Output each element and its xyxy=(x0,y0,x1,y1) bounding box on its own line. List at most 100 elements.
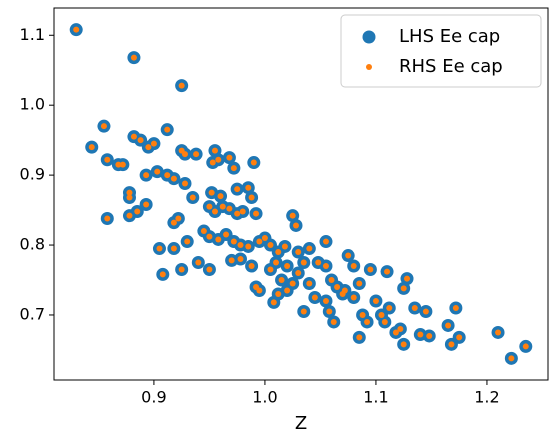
point xyxy=(206,233,213,240)
point xyxy=(184,238,191,245)
point xyxy=(145,144,152,151)
point xyxy=(119,161,126,168)
point xyxy=(189,194,196,201)
point xyxy=(209,159,216,166)
y-tick-label: 0.7 xyxy=(20,304,45,323)
point xyxy=(228,257,235,264)
point xyxy=(143,172,150,179)
point xyxy=(143,201,150,208)
point xyxy=(226,205,233,212)
point xyxy=(217,193,224,200)
point xyxy=(356,334,363,341)
point xyxy=(330,318,337,325)
point xyxy=(315,259,322,266)
legend-label: LHS Ee cap xyxy=(399,26,500,47)
point xyxy=(397,325,404,332)
plot-frame xyxy=(53,7,549,381)
point xyxy=(170,219,177,226)
point xyxy=(256,287,263,294)
point xyxy=(211,208,218,215)
point xyxy=(300,308,307,315)
point xyxy=(104,215,111,222)
point xyxy=(215,156,222,163)
point xyxy=(170,175,177,182)
point xyxy=(256,238,263,245)
y-tick-label: 0.8 xyxy=(20,235,45,254)
point xyxy=(237,242,244,249)
point xyxy=(284,263,291,270)
y-tick-label: 1.0 xyxy=(20,95,45,114)
point xyxy=(130,54,137,61)
point xyxy=(164,172,171,179)
point xyxy=(495,329,502,336)
point xyxy=(400,341,407,348)
point xyxy=(211,147,218,154)
point xyxy=(126,212,133,219)
point xyxy=(281,243,288,250)
point xyxy=(267,242,274,249)
point xyxy=(295,249,302,256)
point xyxy=(293,222,300,229)
point xyxy=(130,133,137,140)
point xyxy=(206,203,213,210)
point xyxy=(311,294,318,301)
point xyxy=(448,341,455,348)
point xyxy=(275,290,282,297)
point xyxy=(328,277,335,284)
point xyxy=(237,256,244,263)
point xyxy=(322,238,329,245)
point xyxy=(345,252,352,259)
point xyxy=(156,245,163,252)
point xyxy=(178,82,185,89)
point xyxy=(250,159,257,166)
y-tick-label: 0.9 xyxy=(20,165,45,184)
point xyxy=(154,168,161,175)
point xyxy=(115,161,122,168)
point xyxy=(411,304,418,311)
point xyxy=(193,151,200,158)
legend-label: RHS Ee cap xyxy=(399,56,503,77)
point xyxy=(289,212,296,219)
point xyxy=(178,266,185,273)
point xyxy=(230,238,237,245)
point xyxy=(422,308,429,315)
point xyxy=(356,280,363,287)
point xyxy=(306,245,313,252)
point xyxy=(284,287,291,294)
point xyxy=(164,126,171,133)
point xyxy=(359,311,366,318)
x-tick-label: 1.2 xyxy=(474,388,499,407)
point xyxy=(248,194,255,201)
point xyxy=(522,343,529,350)
point xyxy=(234,186,241,193)
point xyxy=(175,215,182,222)
point xyxy=(181,180,188,187)
point xyxy=(300,259,307,266)
point xyxy=(195,259,202,266)
point xyxy=(126,189,133,196)
point xyxy=(392,329,399,336)
point xyxy=(215,236,222,243)
point xyxy=(239,208,246,215)
point xyxy=(73,26,80,33)
point xyxy=(223,231,230,238)
point xyxy=(278,277,285,284)
point xyxy=(306,280,313,287)
point xyxy=(426,332,433,339)
point xyxy=(372,297,379,304)
x-tick-label: 0.9 xyxy=(141,388,166,407)
point xyxy=(326,308,333,315)
point xyxy=(508,355,515,362)
point xyxy=(245,184,252,191)
point xyxy=(400,285,407,292)
point xyxy=(261,235,268,242)
point xyxy=(381,318,388,325)
legend-marker xyxy=(366,64,372,70)
point xyxy=(273,259,280,266)
point xyxy=(126,194,133,201)
point xyxy=(159,271,166,278)
point xyxy=(137,137,144,144)
point xyxy=(134,208,141,215)
